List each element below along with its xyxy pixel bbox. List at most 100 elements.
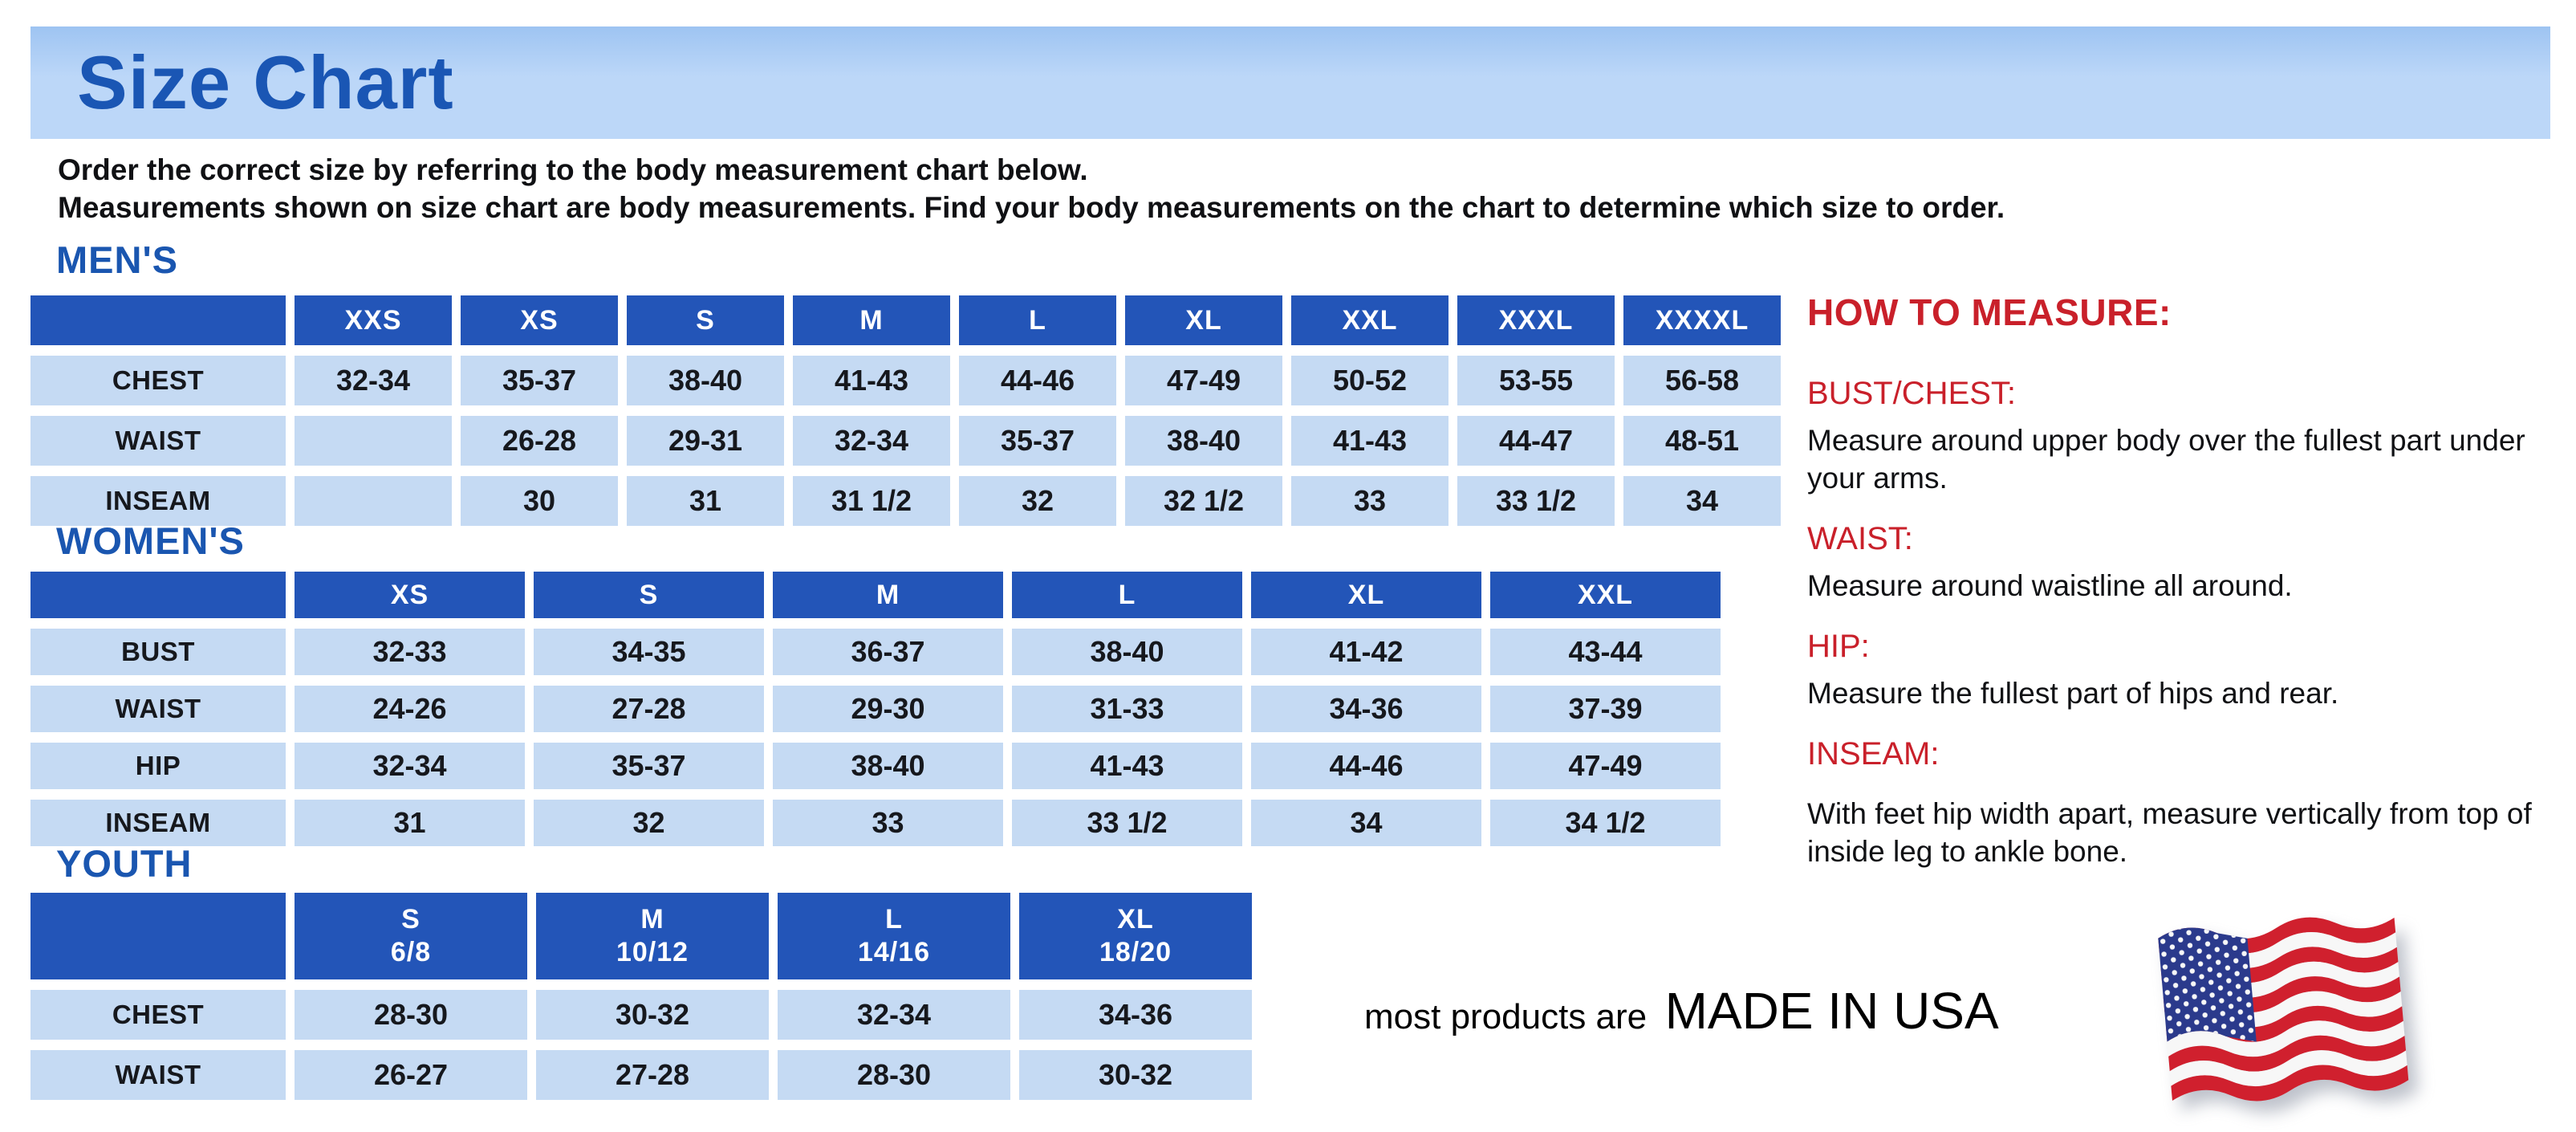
womens-inseam-value: 31 <box>295 800 525 846</box>
mens-inseam-value: 31 1/2 <box>793 476 950 526</box>
youth-column-header-m: M 10/12 <box>536 893 769 979</box>
youth-chest-value: 30-32 <box>536 990 769 1040</box>
womens-bust-value: 32-33 <box>295 629 525 675</box>
mens-inseam-value: 33 1/2 <box>1457 476 1615 526</box>
how-to-measure-heading: HOW TO MEASURE: <box>1807 291 2172 333</box>
mens-row-label-chest: CHEST <box>30 356 286 405</box>
mens-column-header-xxxl: XXXL <box>1457 295 1615 345</box>
youth-row-label-waist: WAIST <box>30 1050 286 1100</box>
mens-chest-value: 38-40 <box>627 356 784 405</box>
womens-column-header-blank <box>30 572 286 618</box>
womens-hip-value: 41-43 <box>1012 743 1242 789</box>
mens-column-header-xxl: XXL <box>1291 295 1448 345</box>
womens-bust-value: 38-40 <box>1012 629 1242 675</box>
mens-chest-value: 56-58 <box>1623 356 1781 405</box>
womens-hip-value: 47-49 <box>1490 743 1721 789</box>
mens-waist-value: 32-34 <box>793 416 950 466</box>
womens-column-header-xxl: XXL <box>1490 572 1721 618</box>
youth-size-table: S 6/8 M 10/12 L 14/16 XL 18/20 CHEST 28-30 30-… <box>30 893 1252 1100</box>
womens-hip-value: 35-37 <box>534 743 764 789</box>
womens-inseam-value: 34 1/2 <box>1490 800 1721 846</box>
mens-waist-value: 41-43 <box>1291 416 1448 466</box>
youth-chest-value: 28-30 <box>295 990 527 1040</box>
womens-row-label-hip: HIP <box>30 743 286 789</box>
womens-inseam-value: 33 1/2 <box>1012 800 1242 846</box>
mens-inseam-value <box>295 476 452 526</box>
mens-waist-value <box>295 416 452 466</box>
womens-waist-value: 24-26 <box>295 686 525 732</box>
mens-inseam-value: 30 <box>461 476 618 526</box>
mens-column-header-m: M <box>793 295 950 345</box>
mens-row-label-waist: WAIST <box>30 416 286 466</box>
mens-waist-value: 29-31 <box>627 416 784 466</box>
made-in-usa-text: most products are MADE IN USA <box>1364 981 1999 1040</box>
youth-row-label-chest: CHEST <box>30 990 286 1040</box>
womens-column-header-xs: XS <box>295 572 525 618</box>
youth-waist-value: 28-30 <box>778 1050 1010 1100</box>
womens-inseam-value: 32 <box>534 800 764 846</box>
womens-waist-value: 27-28 <box>534 686 764 732</box>
womens-inseam-value: 34 <box>1251 800 1481 846</box>
youth-waist-value: 30-32 <box>1019 1050 1252 1100</box>
mens-waist-value: 38-40 <box>1125 416 1282 466</box>
measure-item-inseam: INSEAM: With feet hip width apart, measu… <box>1807 736 2570 870</box>
womens-column-header-m: M <box>773 572 1003 618</box>
mens-chest-value: 44-46 <box>959 356 1116 405</box>
womens-hip-value: 38-40 <box>773 743 1003 789</box>
mens-inseam-value: 31 <box>627 476 784 526</box>
measure-term: INSEAM: <box>1807 736 1940 772</box>
page-title: Size Chart <box>77 40 454 124</box>
womens-bust-value: 41-42 <box>1251 629 1481 675</box>
youth-column-header-blank <box>30 893 286 979</box>
youth-chest-value: 32-34 <box>778 990 1010 1040</box>
measure-term: HIP: <box>1807 629 1870 664</box>
intro-line-2: Measurements shown on size chart are bod… <box>58 191 2005 224</box>
mens-chest-value: 35-37 <box>461 356 618 405</box>
mens-chest-value: 41-43 <box>793 356 950 405</box>
measure-definition: Measure around waistline all around. <box>1807 569 2293 602</box>
footer-prefix: most products are <box>1364 997 1648 1036</box>
mens-column-header-s: S <box>627 295 784 345</box>
mens-waist-value: 35-37 <box>959 416 1116 466</box>
womens-bust-value: 36-37 <box>773 629 1003 675</box>
measure-item-bust-chest: BUST/CHEST: Measure around upper body ov… <box>1807 376 2570 497</box>
youth-column-header-xl: XL 18/20 <box>1019 893 1252 979</box>
womens-bust-value: 34-35 <box>534 629 764 675</box>
womens-hip-value: 44-46 <box>1251 743 1481 789</box>
youth-column-header-l: L 14/16 <box>778 893 1010 979</box>
youth-waist-value: 26-27 <box>295 1050 527 1100</box>
mens-waist-value: 44-47 <box>1457 416 1615 466</box>
measure-definition: With feet hip width apart, measure verti… <box>1807 797 2532 868</box>
mens-size-table: XXS XS S M L XL XXL XXXL XXXXL CHEST 32-34 35-37 38-… <box>30 295 1781 526</box>
womens-size-table: XS S M L XL XXL BUST 32-33 34-35 36-37 38-40 41-42 4… <box>30 572 1721 846</box>
measure-term: BUST/CHEST: <box>1807 376 2017 411</box>
mens-column-header-l: L <box>959 295 1116 345</box>
intro-line-1: Order the correct size by referring to t… <box>58 153 1088 186</box>
womens-waist-value: 31-33 <box>1012 686 1242 732</box>
measure-term: WAIST: <box>1807 521 1913 556</box>
womens-hip-value: 32-34 <box>295 743 525 789</box>
mens-chest-value: 32-34 <box>295 356 452 405</box>
mens-section-heading: MEN'S <box>56 238 178 281</box>
footer-emphasis: MADE IN USA <box>1664 982 1999 1040</box>
mens-inseam-value: 33 <box>1291 476 1448 526</box>
intro-text: Order the correct size by referring to t… <box>58 151 2005 226</box>
youth-waist-value: 27-28 <box>536 1050 769 1100</box>
mens-waist-value: 26-28 <box>461 416 618 466</box>
womens-row-label-waist: WAIST <box>30 686 286 732</box>
mens-inseam-value: 32 1/2 <box>1125 476 1282 526</box>
womens-waist-value: 29-30 <box>773 686 1003 732</box>
how-to-measure-panel: HOW TO MEASURE: BUST/CHEST: Measure arou… <box>1807 291 2570 870</box>
youth-column-header-s: S 6/8 <box>295 893 527 979</box>
youth-chest-value: 34-36 <box>1019 990 1252 1040</box>
womens-row-label-bust: BUST <box>30 629 286 675</box>
womens-inseam-value: 33 <box>773 800 1003 846</box>
womens-column-header-s: S <box>534 572 764 618</box>
mens-inseam-value: 32 <box>959 476 1116 526</box>
measure-item-hip: HIP: Measure the fullest part of hips an… <box>1807 629 2570 712</box>
mens-chest-value: 47-49 <box>1125 356 1282 405</box>
womens-row-label-inseam: INSEAM <box>30 800 286 846</box>
measure-item-waist: WAIST: Measure around waistline all arou… <box>1807 521 2570 605</box>
title-banner: Size Chart <box>30 26 2550 139</box>
